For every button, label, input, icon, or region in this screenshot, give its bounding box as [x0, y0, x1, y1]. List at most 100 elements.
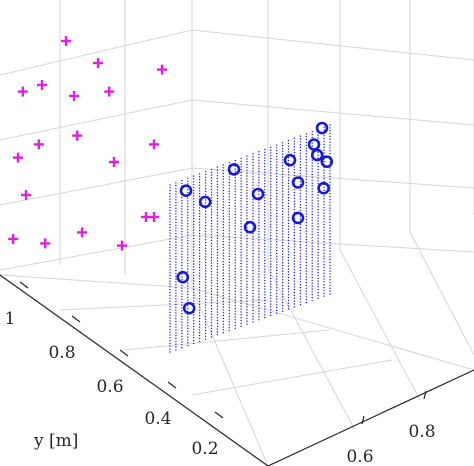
plane-dot [222, 295, 224, 297]
plane-dot [293, 266, 296, 268]
plane-dot [210, 324, 213, 327]
plane-dot [299, 161, 302, 163]
plane-dot [252, 244, 254, 246]
plane-dot [210, 242, 213, 244]
plane-dot [216, 257, 219, 259]
plane-dot [228, 287, 230, 289]
plane-dot [287, 254, 290, 256]
plane-dot [264, 277, 266, 279]
plane-dot [258, 208, 260, 210]
plane-dot [281, 227, 284, 230]
plane-dot [198, 306, 201, 308]
plane-dot [299, 192, 302, 194]
plane-dot [287, 282, 290, 284]
plane-dot [175, 269, 177, 272]
plane-dot [311, 216, 313, 219]
plane-dot [181, 347, 183, 349]
plane-dot [276, 281, 278, 283]
plus-marker [8, 234, 19, 244]
plane-dot [264, 148, 266, 151]
plane-dot [187, 308, 189, 310]
plane-dot [204, 310, 207, 312]
plane-dot [181, 256, 183, 258]
plane-dot [270, 169, 272, 171]
plane-dot [193, 257, 195, 259]
plane-dot [329, 258, 331, 261]
plane-dot [293, 297, 296, 299]
plane-dot [293, 269, 296, 271]
plane-dot [276, 272, 278, 275]
plane-dot [293, 257, 296, 259]
plane-dot [240, 305, 242, 307]
plane-dot [234, 250, 236, 253]
plane-dot [281, 264, 284, 267]
plane-dot [281, 204, 284, 207]
plane-dot [216, 189, 219, 191]
plane-dot [258, 262, 260, 264]
plane-dot [281, 156, 284, 158]
plane-dot [264, 268, 266, 270]
circle-marker [182, 301, 196, 315]
plane-dot [210, 234, 213, 236]
plane-dot [299, 224, 302, 226]
plane-dot [305, 287, 307, 289]
plane-dot [222, 280, 224, 283]
plane-dot [299, 301, 302, 303]
plane-dot [276, 287, 278, 289]
plane-dot [329, 264, 331, 267]
grid-line [0, 167, 193, 206]
plane-dot [210, 333, 213, 335]
plane-dot [222, 263, 224, 266]
plane-dot [299, 238, 302, 240]
plane-dot [264, 191, 266, 193]
plane-dot [323, 175, 325, 177]
plane-dot [193, 249, 195, 251]
plane-dot [252, 235, 254, 238]
plane-dot [252, 275, 254, 278]
plane-dot [234, 239, 236, 241]
plane-dot [175, 295, 177, 297]
plane-dot [169, 260, 171, 263]
plane-dot [216, 234, 219, 237]
plane-dot [258, 193, 260, 196]
plane-dot [228, 327, 230, 329]
plane-dot [317, 191, 319, 194]
plane-dot [258, 159, 260, 161]
plane-dot [270, 212, 272, 214]
plane-dot [181, 242, 183, 244]
plane-dot [181, 208, 183, 210]
plane-dot [252, 176, 254, 178]
plane-dot [311, 211, 313, 213]
plane-dot [329, 287, 331, 289]
plane-dot [198, 286, 201, 289]
plane-dot [311, 242, 313, 244]
plane-dot [246, 283, 248, 285]
plane-dot [228, 290, 230, 292]
plane-dot [169, 351, 171, 353]
plane-dot [240, 317, 242, 319]
plane-dot [216, 291, 219, 293]
plane-dot [240, 299, 242, 302]
plane-dot [187, 177, 189, 179]
plane-dot [210, 307, 213, 310]
plane-dot [311, 228, 313, 230]
plane-dot [293, 274, 296, 277]
plane-dot [323, 295, 325, 297]
plane-dot [264, 311, 266, 313]
plane-dot [305, 296, 307, 298]
plane-dot [198, 244, 201, 246]
plane-dot [329, 170, 331, 172]
plane-dot [323, 198, 325, 200]
plane-dot [317, 151, 319, 153]
plane-dot [246, 257, 248, 260]
plane-dot [222, 198, 224, 200]
plane-dot [198, 255, 201, 257]
y-tick-mark [71, 315, 81, 323]
plane-dot [258, 168, 260, 170]
plane-dot [246, 303, 248, 305]
plane-dot [281, 250, 284, 252]
plane-dot [246, 289, 248, 291]
plane-dot [281, 222, 284, 224]
plane-dot [287, 194, 290, 196]
plane-dot [264, 197, 266, 199]
